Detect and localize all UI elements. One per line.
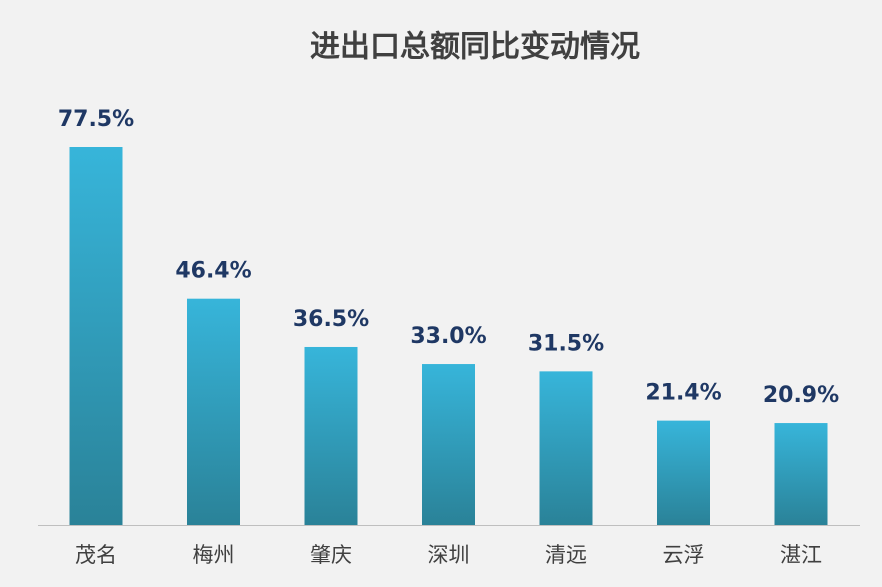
- bar: [774, 423, 828, 525]
- bar: [69, 147, 123, 525]
- chart-title: 进出口总额同比变动情况: [310, 30, 640, 65]
- x-tick-label: 肇庆: [310, 543, 352, 567]
- value-label: 33.0%: [410, 324, 486, 349]
- x-tick-label: 茂名: [75, 543, 117, 567]
- value-label: 77.5%: [58, 107, 134, 132]
- x-tick-label: 清远: [545, 543, 587, 567]
- value-label: 31.5%: [528, 331, 604, 356]
- bar: [304, 346, 358, 525]
- bar: [187, 298, 240, 525]
- value-label: 36.5%: [293, 307, 369, 332]
- x-tick-label: 云浮: [663, 543, 705, 567]
- bar: [422, 364, 475, 525]
- value-label: 21.4%: [645, 381, 721, 406]
- value-label: 46.4%: [175, 259, 251, 284]
- x-tick-label: 深圳: [428, 543, 470, 567]
- bar: [539, 371, 593, 525]
- x-tick-label: 梅州: [193, 543, 235, 567]
- x-tick-label: 湛江: [780, 543, 822, 567]
- bar: [657, 420, 710, 525]
- value-label: 20.9%: [763, 383, 839, 408]
